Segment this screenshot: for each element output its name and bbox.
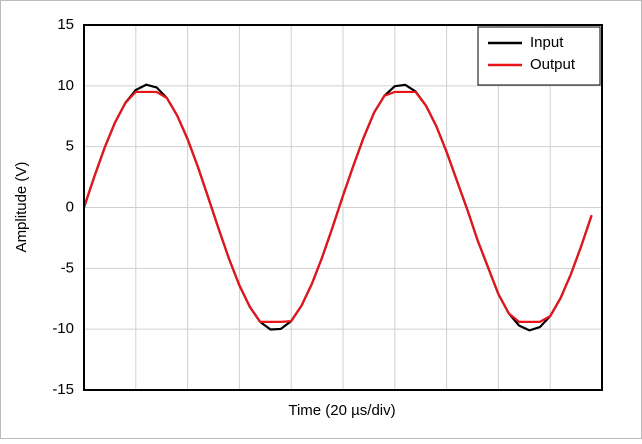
plot-border [83,24,603,391]
y-tick-label: -5 [61,259,74,276]
y-axis-label: Amplitude (V) [13,162,30,253]
y-tick-label: -10 [52,320,74,337]
y-tick-label: 0 [66,198,74,215]
y-tick-label: 10 [57,77,74,94]
legend-box [477,26,601,86]
y-tick-label: -15 [52,381,74,398]
y-tick-label: 15 [57,16,74,33]
series-line [82,90,593,323]
y-tick-label: 5 [66,138,74,155]
legend-label: Input [530,34,564,51]
legend-label: Output [530,56,576,73]
x-axis-label: Time (20 µs/div) [288,402,395,419]
